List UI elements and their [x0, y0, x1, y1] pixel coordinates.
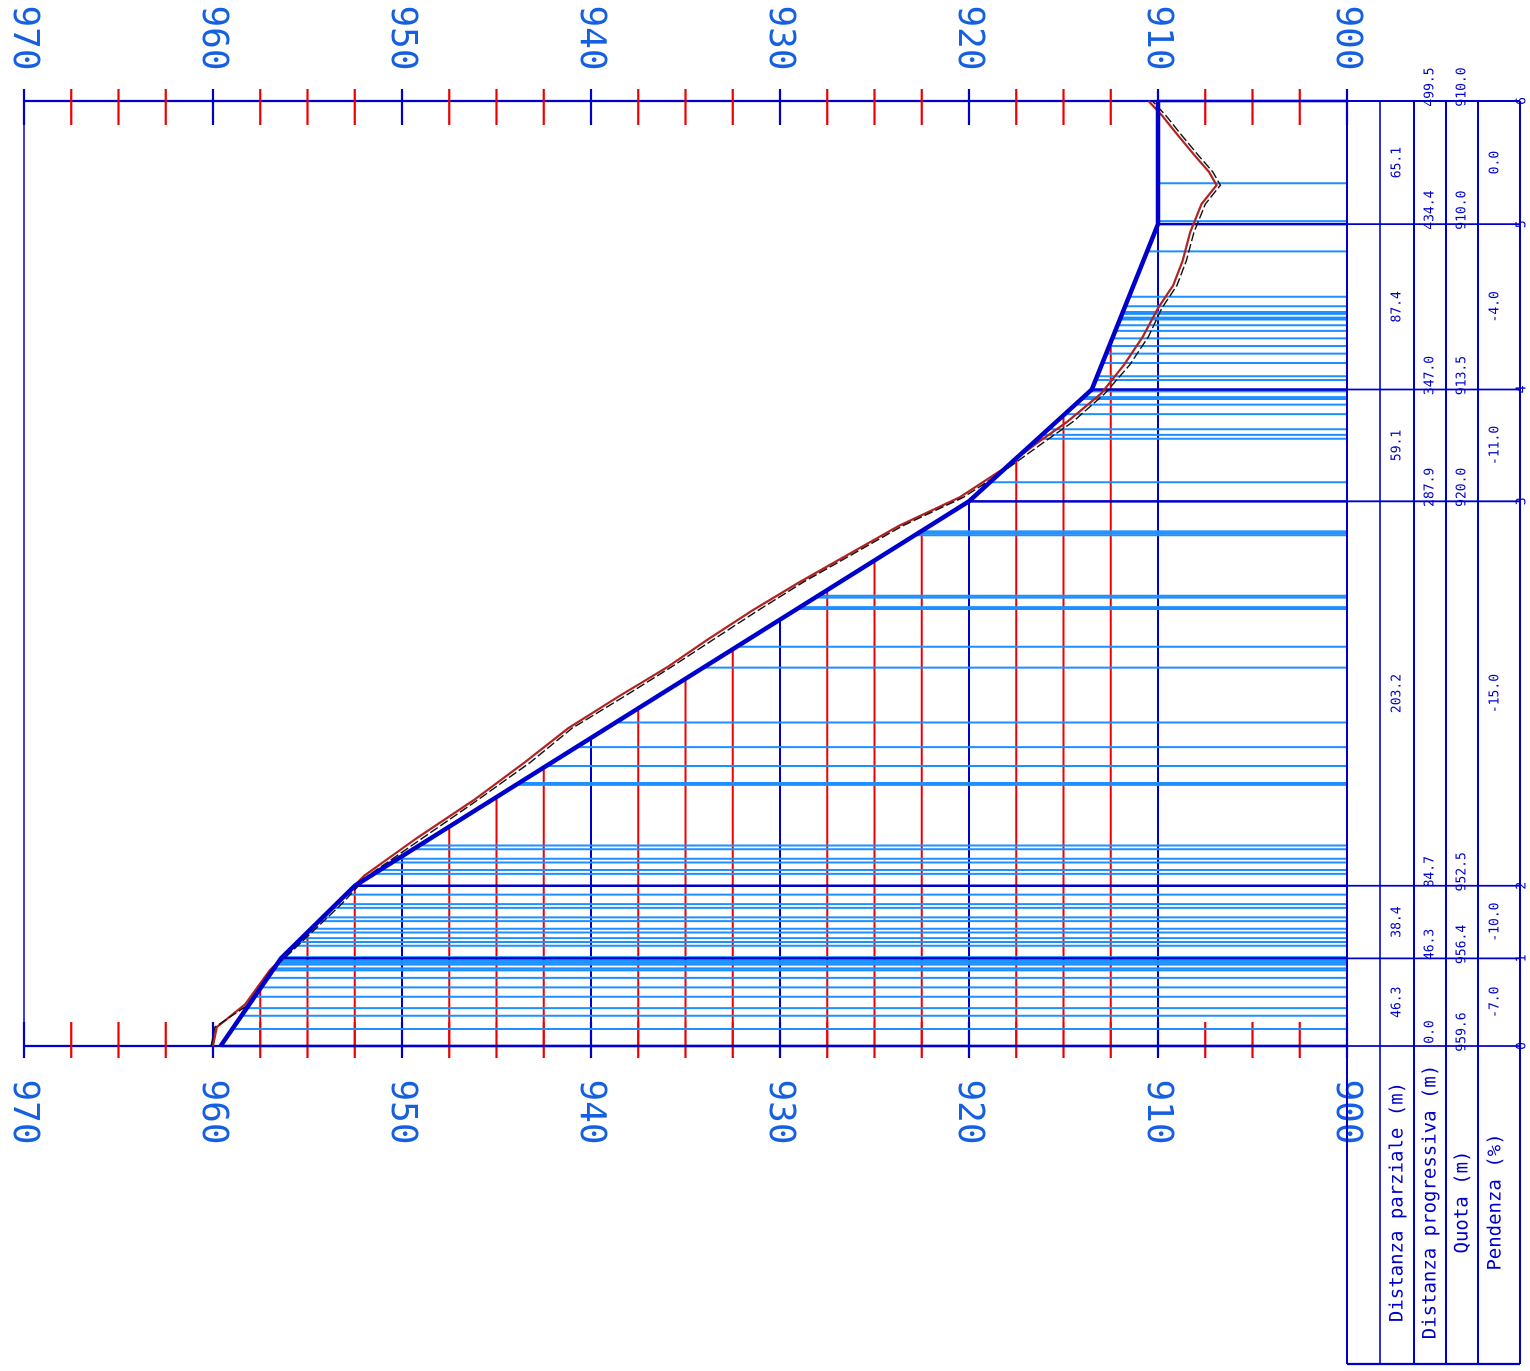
sample-ordinates: [232, 182, 1347, 1030]
station-progressive: 347.0: [1423, 356, 1438, 395]
station-index: 5: [1515, 220, 1530, 228]
design-profile-line: [218, 101, 1161, 1048]
design-profile: [218, 101, 1161, 1048]
station-progressive: 0.0: [1423, 1020, 1438, 1043]
scale-label-bottom: 950: [383, 1079, 424, 1144]
segment-slope: -11.0: [1488, 426, 1503, 465]
scale-label-top: 950: [383, 5, 424, 70]
station-ordinates: [220, 99, 1520, 1048]
data-table: Distanza parziale (m) Distanza progressiv…: [1346, 67, 1530, 1366]
station-elevation: 913.5: [1455, 356, 1470, 395]
elevation-scale-bottom: 970 960 950 940 930 920 910 900: [5, 1079, 1369, 1144]
segment-slope: -4.0: [1488, 291, 1503, 322]
intermediate-elevation-lines: [70, 89, 1301, 1058]
scale-label-bottom: 910: [1139, 1079, 1180, 1144]
segment-partial-distance: 46.3: [1390, 987, 1405, 1018]
segment-slope: -15.0: [1488, 674, 1503, 713]
segment-partial-distance: 65.1: [1390, 147, 1405, 178]
station-elevation: 952.5: [1455, 852, 1470, 891]
station-progressive: 46.3: [1423, 929, 1438, 960]
scale-label-top: 970: [5, 5, 46, 70]
table-header: Distanza progressiva (m): [1419, 1065, 1441, 1340]
segment-slope: -10.0: [1488, 903, 1503, 942]
station-index: 4: [1515, 385, 1530, 393]
scale-label-bottom: 930: [761, 1079, 802, 1144]
scale-label-top: 940: [572, 5, 613, 70]
station-elevation: 910.0: [1455, 191, 1470, 230]
station-progressive: 499.5: [1423, 67, 1438, 106]
scale-label-bottom: 900: [1328, 1079, 1369, 1144]
station-progressive: 84.7: [1423, 856, 1438, 887]
segment-partial-distance: 59.1: [1390, 430, 1405, 461]
segment-partial-distance: 87.4: [1390, 291, 1405, 322]
station-index: 6: [1515, 97, 1530, 105]
scale-label-bottom: 940: [572, 1079, 613, 1144]
segment-slope: -7.0: [1488, 987, 1503, 1018]
scale-label-top: 960: [194, 5, 235, 70]
scale-label-bottom: 970: [5, 1079, 46, 1144]
station-progressive: 434.4: [1423, 190, 1438, 229]
station-elevation: 956.4: [1455, 925, 1470, 964]
scale-label-top: 910: [1139, 5, 1180, 70]
scale-label-top: 920: [950, 5, 991, 70]
station-elevation: 920.0: [1455, 468, 1470, 507]
segment-slope: 0.0: [1488, 151, 1503, 174]
segment-partial-distance: 203.2: [1390, 674, 1405, 713]
segment-partial-distance: 38.4: [1390, 906, 1405, 937]
station-index: 1: [1515, 954, 1530, 962]
table-header: Pendenza (%): [1484, 1133, 1506, 1270]
station-index: 2: [1515, 882, 1530, 890]
station-index: 0: [1515, 1042, 1530, 1050]
station-elevation: 959.6: [1455, 1012, 1470, 1051]
station-elevation: 910.0: [1455, 67, 1470, 106]
table-header: Distanza parziale (m): [1386, 1082, 1408, 1322]
elevation-scale-top: 970 960 950 940 930 920 910 900: [5, 5, 1369, 70]
station-index: 3: [1515, 497, 1530, 505]
station-progressive: 287.9: [1423, 468, 1438, 507]
scale-label-top: 900: [1328, 5, 1369, 70]
scale-label-bottom: 920: [950, 1079, 991, 1144]
scale-label-bottom: 960: [194, 1079, 235, 1144]
scale-label-top: 930: [761, 5, 802, 70]
table-header: Quota (m): [1451, 1151, 1473, 1254]
